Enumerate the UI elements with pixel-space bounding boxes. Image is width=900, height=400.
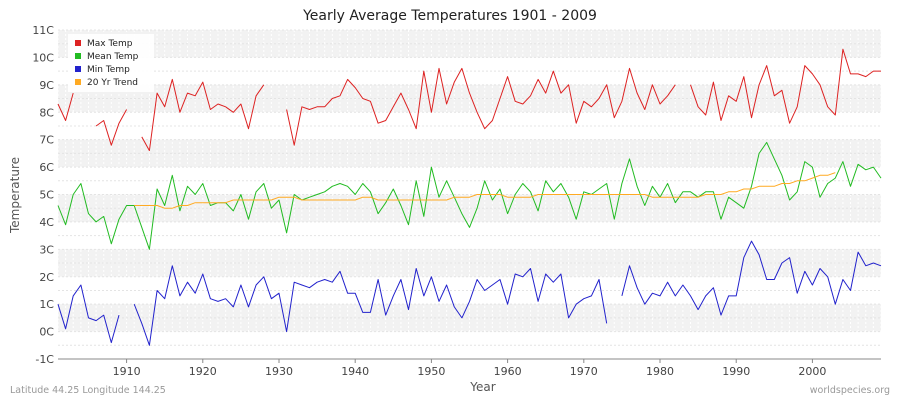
y-tick-label: 5C [39,189,54,202]
legend-label-mean-temp: Mean Temp [87,52,139,62]
x-axis-title: Year [469,380,495,394]
y-tick-label: -1C [35,353,54,366]
y-tick-label: 3C [39,243,54,256]
mean-temp-line [57,141,882,250]
y-tick-label: 8C [39,106,54,119]
y-tick-label: 9C [39,79,54,92]
min-temp-line [133,265,608,346]
legend-swatch-max-temp [75,40,81,46]
min-temp-line [57,284,120,344]
x-tick-label: 1970 [570,365,598,378]
y-axis-title: Temperature [8,157,22,234]
x-tick-label: 1960 [494,365,522,378]
x-tick-label: 1910 [113,365,141,378]
min-temp-line [621,240,882,316]
20-yr-trend-line [134,172,836,209]
y-tick-label: 7C [39,134,54,147]
source-label: worldspecies.org [809,385,890,396]
y-tick-label: 1C [39,298,54,311]
max-temp-line [95,109,128,146]
y-tick-label: 6C [39,161,54,174]
y-tick-label: 4C [39,216,54,229]
y-tick-label: 11C [32,24,54,37]
max-temp-line [286,67,676,146]
x-tick-label: 1990 [722,365,750,378]
y-axis-ticks: -1C 0C 1C 2C 3C 4C 5C 6C 7C 8C 9C 10C 11C [32,24,54,366]
y-tick-label: 10C [32,51,54,64]
x-tick-label: 1950 [417,365,445,378]
legend-swatch-mean-temp [75,53,81,59]
series-lines [57,48,882,346]
x-tick-label: 1940 [341,365,369,378]
y-tick-label: 0C [39,326,54,339]
x-axis-ticks: 1910 1920 1930 1940 1950 1960 1970 1980 1990 2000 [113,359,826,378]
y-tick-label: 2C [39,271,54,284]
max-temp-line [57,92,74,121]
x-tick-label: 2000 [798,365,826,378]
max-temp-line [141,78,265,152]
x-tick-label: 1930 [265,365,293,378]
max-temp-line [690,48,881,124]
legend: Max Temp Mean Temp Min Temp 20 Yr Trend [68,34,154,92]
legend-label-20-yr-trend: 20 Yr Trend [87,78,138,88]
x-tick-label: 1920 [189,365,217,378]
location-label: Latitude 44.25 Longitude 144.25 [10,385,166,396]
legend-label-max-temp: Max Temp [87,39,133,49]
legend-swatch-20-yr-trend [75,79,81,85]
legend-box [68,34,154,92]
chart-title: Yearly Average Temperatures 1901 - 2009 [303,8,597,24]
legend-swatch-min-temp [75,66,81,72]
legend-label-min-temp: Min Temp [87,65,130,75]
x-tick-label: 1980 [646,365,674,378]
